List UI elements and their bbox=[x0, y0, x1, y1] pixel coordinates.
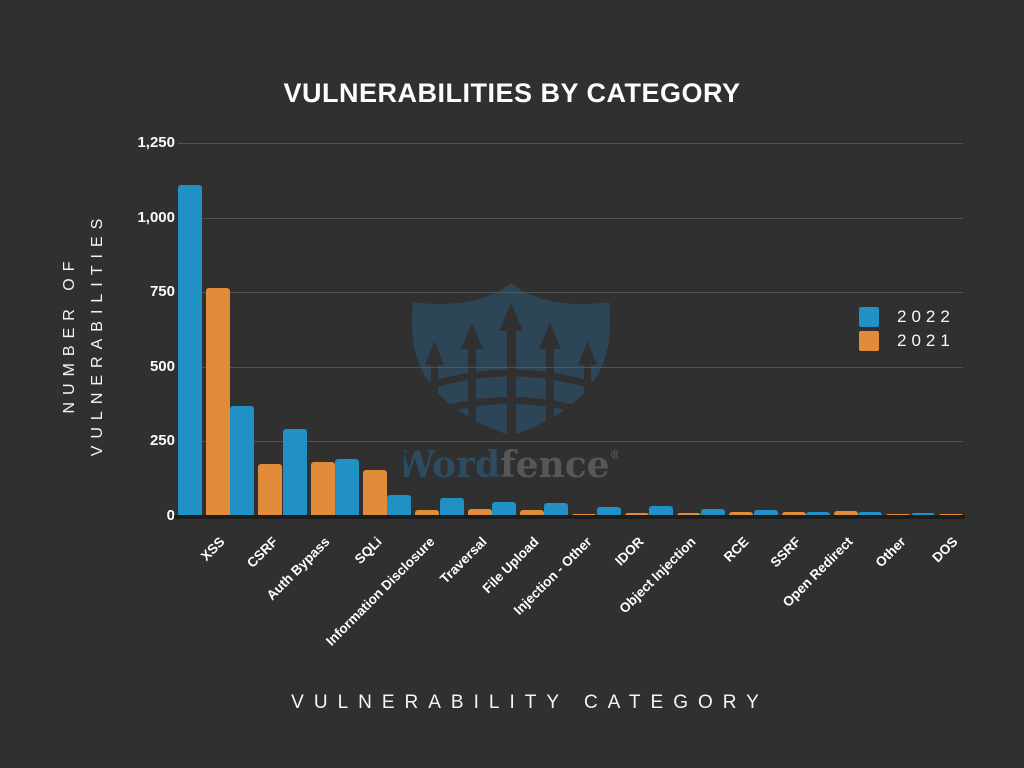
gridline-1000 bbox=[178, 217, 963, 219]
bar-csrf-2021 bbox=[258, 463, 283, 516]
bar-group-ssrf bbox=[753, 143, 806, 516]
category-label-csrf: CSRF bbox=[243, 534, 281, 571]
bar-group-injection-other bbox=[544, 143, 597, 516]
legend-label-2022: 2022 bbox=[897, 307, 955, 326]
bar-group-idor bbox=[596, 143, 649, 516]
legend-swatch-2022 bbox=[859, 307, 879, 327]
y-tick-750: 750 bbox=[149, 283, 175, 301]
category-label-dos: DOS bbox=[929, 534, 961, 566]
bar-information-disclosure-2021 bbox=[415, 510, 440, 516]
x-axis-baseline bbox=[174, 515, 965, 519]
legend: 2022 2021 bbox=[859, 307, 955, 355]
bar-group-open-redirect bbox=[806, 143, 859, 516]
bar-group-object-injection bbox=[649, 143, 702, 516]
watermark-brand-text: Wordfence® bbox=[404, 444, 618, 486]
category-label-other: Other bbox=[872, 534, 909, 571]
bar-traversal-2022 bbox=[439, 497, 464, 516]
fence-pickets bbox=[425, 303, 597, 436]
bar-dos-2022 bbox=[910, 512, 935, 516]
bar-other-2022 bbox=[858, 512, 883, 516]
category-label-xss: XSS bbox=[198, 534, 228, 564]
legend-swatch-2021 bbox=[859, 331, 879, 351]
category-label-traversal: Traversal bbox=[436, 534, 490, 587]
bar-object-injection-2022 bbox=[649, 506, 674, 516]
bar-group-csrf bbox=[230, 143, 283, 516]
bar-ssrf-2021 bbox=[781, 512, 806, 516]
bar-information-disclosure-2022 bbox=[387, 495, 412, 516]
bar-csrf-2022 bbox=[230, 405, 255, 516]
bar-ssrf-2022 bbox=[753, 509, 778, 516]
bar-group-traversal bbox=[439, 143, 492, 516]
y-axis-title: NUMBER OF VULNERABILITIES bbox=[56, 212, 112, 457]
bar-idor-2022 bbox=[596, 507, 621, 516]
category-label-idor: IDOR bbox=[611, 534, 647, 569]
y-axis-title-line1: NUMBER OF bbox=[61, 254, 78, 414]
bar-rce-2021 bbox=[729, 512, 754, 516]
bar-injection-other-2022 bbox=[544, 503, 569, 516]
bar-auth-bypass-2022 bbox=[282, 429, 307, 516]
bar-auth-bypass-2021 bbox=[310, 462, 335, 516]
bar-group-xss bbox=[178, 143, 231, 516]
bar-group-sqli bbox=[335, 143, 388, 516]
category-label-sqli: SQLi bbox=[351, 534, 385, 567]
bar-xss-2022 bbox=[178, 184, 203, 516]
legend-item-2021: 2021 bbox=[859, 331, 955, 351]
bar-rce-2022 bbox=[701, 509, 726, 516]
y-tick-500: 500 bbox=[149, 357, 175, 375]
gridline-250 bbox=[178, 441, 963, 443]
x-axis-title: VULNERABILITY CATEGORY bbox=[291, 692, 769, 713]
y-tick-0: 0 bbox=[166, 507, 175, 524]
bar-open-redirect-2021 bbox=[834, 511, 859, 516]
category-label-ssrf: SSRF bbox=[767, 534, 804, 571]
y-tick-250: 250 bbox=[149, 432, 175, 450]
bar-sqli-2021 bbox=[363, 469, 388, 516]
bar-open-redirect-2022 bbox=[806, 511, 831, 516]
fence-rails bbox=[406, 369, 616, 424]
bar-file-upload-2021 bbox=[520, 510, 545, 516]
bar-idor-2021 bbox=[624, 513, 649, 516]
gridline-1250 bbox=[178, 143, 963, 144]
bar-other-2021 bbox=[886, 513, 911, 516]
y-tick-1000: 1,000 bbox=[137, 208, 175, 226]
bar-group-information-disclosure bbox=[387, 143, 440, 516]
bar-group-file-upload bbox=[492, 143, 545, 516]
gridline-500 bbox=[178, 366, 963, 368]
legend-label-2021: 2021 bbox=[897, 331, 955, 350]
bar-object-injection-2021 bbox=[677, 513, 702, 516]
bar-file-upload-2022 bbox=[492, 501, 517, 516]
bar-group-rce bbox=[701, 143, 754, 516]
bar-series-container bbox=[178, 143, 963, 516]
category-label-information-disclosure: Information Disclosure bbox=[322, 534, 438, 649]
bar-sqli-2022 bbox=[335, 459, 360, 516]
y-tick-1250: 1,250 bbox=[137, 134, 175, 151]
bar-group-other bbox=[858, 143, 911, 516]
bar-xss-2021 bbox=[206, 287, 231, 516]
bar-traversal-2021 bbox=[467, 509, 492, 516]
plot-area bbox=[178, 143, 963, 516]
chart-title: VULNERABILITIES BY CATEGORY bbox=[283, 78, 741, 108]
bar-group-auth-bypass bbox=[282, 143, 335, 516]
legend-item-2022: 2022 bbox=[859, 307, 955, 327]
y-axis-title-line2: VULNERABILITIES bbox=[89, 211, 106, 457]
gridline-750 bbox=[178, 292, 963, 294]
wordfence-watermark-logo: Wordfence® bbox=[404, 283, 618, 486]
category-label-rce: RCE bbox=[720, 534, 752, 565]
